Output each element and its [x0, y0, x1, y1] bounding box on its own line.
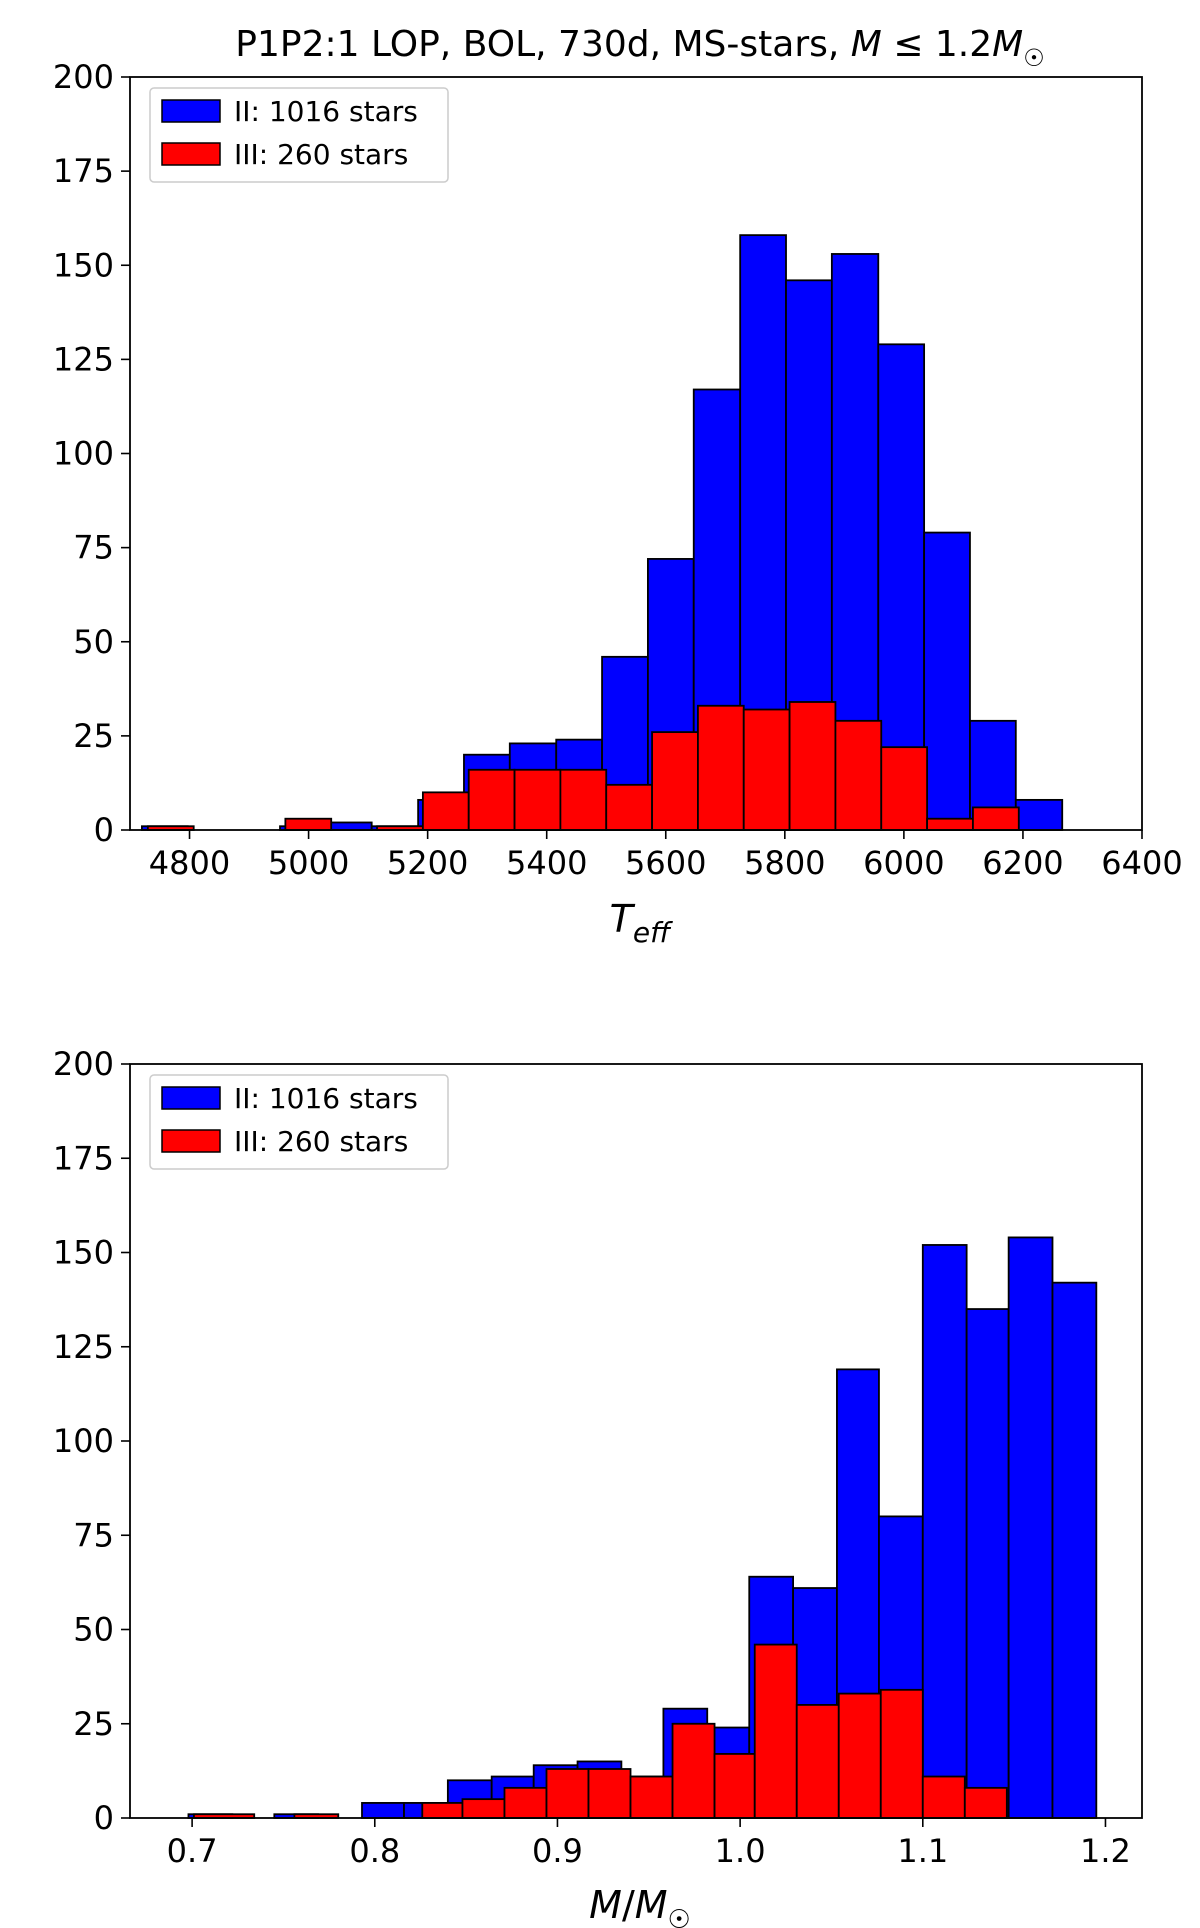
y-tick-label: 175: [53, 1139, 114, 1177]
legend-label-iii: III: 260 stars: [234, 1125, 408, 1158]
legend: II: 1016 stars III: 260 stars: [149, 1074, 449, 1170]
y-tick-label: 0: [94, 1799, 114, 1837]
bar-series-iii: [880, 746, 928, 831]
bar-series-iii: [421, 1802, 464, 1819]
y-tick-label: 75: [73, 1516, 114, 1554]
x-tick-label: 5800: [744, 844, 825, 882]
bar-series-ii: [361, 1802, 405, 1819]
x-tick-label: 4800: [149, 844, 230, 882]
legend-swatch-ii: [161, 99, 221, 123]
y-tick-label: 125: [53, 340, 114, 378]
legend-box: [149, 1074, 449, 1170]
y-tick-label: 50: [73, 623, 114, 661]
legend-label-iii: III: 260 stars: [234, 138, 408, 171]
bar-series-iii: [834, 719, 883, 831]
x-axis-label: M/M☉: [589, 1883, 691, 1928]
legend-swatch-iii: [161, 142, 221, 166]
bar-series-iii: [587, 1768, 632, 1819]
x-tick-label: 5400: [506, 844, 587, 882]
bar-series-iii: [545, 1768, 590, 1819]
y-tick-label: 75: [73, 529, 114, 567]
bar-series-ii: [923, 531, 971, 831]
x-tick-label: 1.1: [897, 1832, 948, 1870]
x-tick-label: 1.0: [715, 1832, 766, 1870]
x-tick-label: 6000: [863, 844, 944, 882]
bar-series-iii: [963, 1786, 1008, 1819]
bar-series-iii: [972, 806, 1020, 831]
mass-histogram-panel: 0 25 50 75 100 125 150 175 200 0.7 0.8 0.9 1.0 1.1 1.…: [53, 1045, 1143, 1928]
legend-label-ii: II: 1016 stars: [234, 95, 418, 128]
bar-series-iii: [837, 1692, 882, 1819]
y-tick-label: 25: [73, 717, 114, 755]
bar-series-iii: [788, 701, 837, 831]
bar-series-ii: [1014, 798, 1064, 831]
bar-series-iii: [697, 704, 745, 831]
bar-series-iii: [467, 768, 516, 831]
bar-series-ii: [1007, 1236, 1054, 1819]
bar-series-iii: [742, 708, 791, 831]
bar-series-iii: [421, 791, 470, 831]
legend-swatch-iii: [161, 1129, 221, 1153]
x-tick-label: 0.7: [167, 1832, 218, 1870]
bar-series-iii: [921, 1775, 966, 1819]
x-tick-label: 0.8: [349, 1832, 400, 1870]
x-axis-ticks: 0.7 0.8 0.9 1.0 1.1 1.2: [167, 1818, 1131, 1870]
x-tick-label: 5000: [268, 844, 349, 882]
bar-series-ii: [1051, 1281, 1098, 1819]
bar-series-iii: [795, 1704, 840, 1819]
bar-series-iii: [753, 1643, 798, 1819]
legend-swatch-ii: [161, 1086, 221, 1110]
legend-label-ii: II: 1016 stars: [234, 1082, 418, 1115]
x-tick-label: 6400: [1101, 844, 1182, 882]
x-tick-label: 5200: [387, 844, 468, 882]
chart-title: P1P2:1 LOP, BOL, 730d, MS-stars, M ≤ 1.2…: [235, 24, 1044, 72]
bar-series-iii: [559, 768, 608, 831]
legend: II: 1016 stars III: 260 stars: [149, 87, 449, 183]
y-tick-label: 200: [53, 1045, 114, 1083]
y-axis-ticks: 0 25 50 75 100 125 150 175 200: [53, 1045, 130, 1837]
bar-series-iii: [879, 1688, 924, 1819]
x-tick-label: 1.2: [1080, 1832, 1131, 1870]
legend-box: [149, 87, 449, 183]
y-tick-label: 0: [94, 811, 114, 849]
bar-series-ii: [965, 1308, 1010, 1819]
y-tick-label: 175: [53, 152, 114, 190]
y-tick-label: 25: [73, 1705, 114, 1743]
teff-histogram-panel: P1P2:1 LOP, BOL, 730d, MS-stars, M ≤ 1.2…: [53, 24, 1183, 949]
bar-series-ii: [921, 1244, 968, 1819]
y-tick-label: 100: [53, 435, 114, 473]
x-axis-ticks: 4800 5000 5200 5400 5600 5800 6000 6200 6400: [149, 830, 1183, 882]
teff-bars: [141, 234, 1064, 831]
y-tick-label: 100: [53, 1422, 114, 1460]
x-tick-label: 6200: [982, 844, 1063, 882]
y-axis-ticks: 0 25 50 75 100 125 150 175 200: [53, 58, 130, 849]
bar-series-iii: [284, 817, 333, 831]
y-tick-label: 150: [53, 246, 114, 284]
x-tick-label: 5600: [625, 844, 706, 882]
y-tick-label: 50: [73, 1611, 114, 1649]
bar-series-iii: [671, 1722, 716, 1819]
mass-bars: [187, 1236, 1098, 1819]
bar-series-iii: [461, 1798, 506, 1819]
y-tick-label: 150: [53, 1234, 114, 1272]
bar-series-iii: [605, 783, 653, 831]
bar-series-iii: [629, 1775, 674, 1819]
bar-series-iii: [926, 817, 974, 831]
bar-series-iii: [713, 1753, 756, 1819]
bar-series-ii: [324, 821, 373, 831]
y-tick-label: 125: [53, 1328, 114, 1366]
x-axis-label: Teff: [610, 897, 673, 949]
x-tick-label: 0.9: [532, 1832, 583, 1870]
bar-series-iii: [651, 731, 699, 831]
y-tick-label: 200: [53, 58, 114, 96]
bar-series-iii: [513, 768, 562, 831]
bar-series-iii: [503, 1786, 548, 1819]
